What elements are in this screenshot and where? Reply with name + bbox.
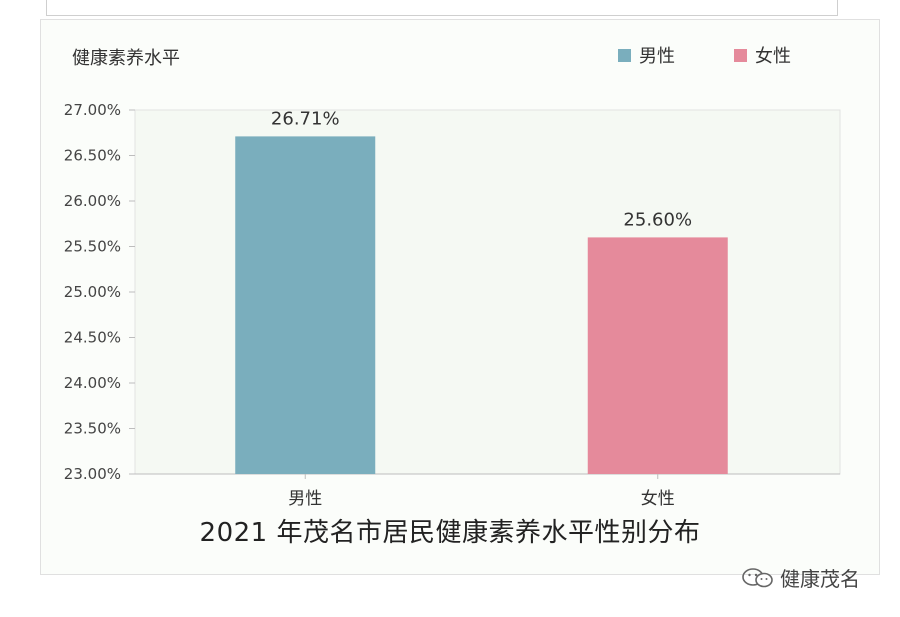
y-tick-label: 24.50%: [64, 329, 121, 347]
y-tick-label: 24.00%: [64, 374, 121, 392]
legend-label-female: 女性: [755, 46, 791, 67]
data-label: 25.60%: [623, 209, 692, 230]
x-tick-label: 男性: [288, 489, 322, 509]
legend-swatch-male: [618, 48, 631, 62]
y-tick-label: 26.50%: [64, 147, 121, 165]
watermark-text: 健康茂名: [780, 567, 860, 591]
bar: [587, 237, 728, 474]
y-axis-label: 健康素养水平: [72, 48, 180, 69]
y-tick-label: 23.50%: [64, 420, 121, 438]
y-tick-label: 26.00%: [64, 192, 121, 210]
legend-item-male: 男性: [618, 42, 675, 68]
chart-title: 2021 年茂名市居民健康素养水平性别分布: [199, 518, 701, 548]
y-tick-label: 23.00%: [64, 465, 121, 483]
y-tick-label: 27.00%: [64, 101, 121, 119]
wechat-icon: [742, 567, 773, 587]
y-tick-label: 25.00%: [64, 283, 121, 301]
data-label: 26.71%: [271, 108, 340, 129]
top-frame: [46, 0, 838, 16]
legend-item-female: 女性: [734, 42, 791, 68]
legend-label-male: 男性: [639, 46, 675, 67]
y-tick-label: 25.50%: [64, 238, 121, 256]
watermark: 健康茂名: [740, 563, 860, 592]
bar: [235, 136, 376, 474]
legend-swatch-female: [734, 48, 747, 62]
x-tick-label: 女性: [641, 489, 675, 509]
